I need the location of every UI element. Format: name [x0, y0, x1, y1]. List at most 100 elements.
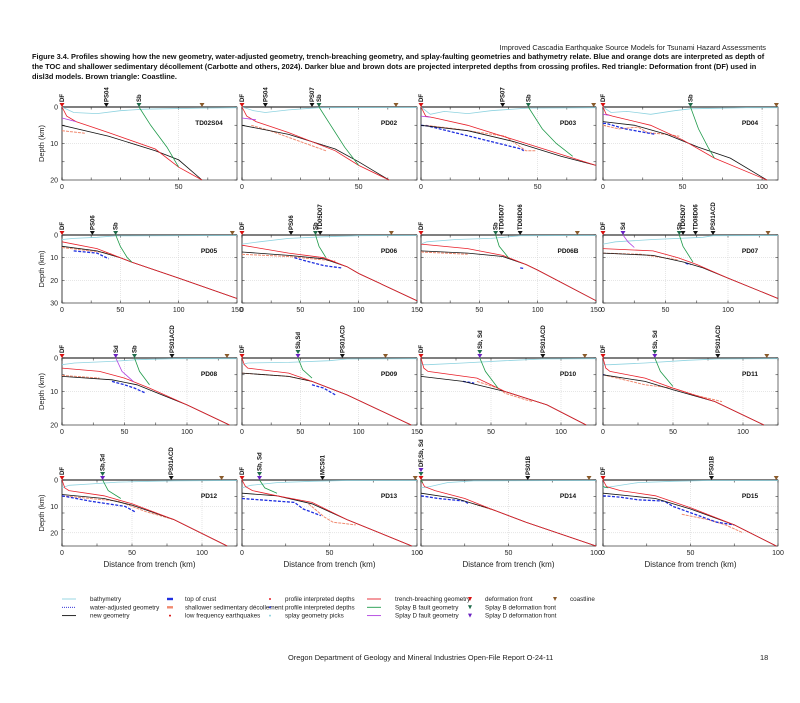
legend-label: shallower sedimentary décollement	[185, 604, 284, 611]
x-tick-label: 50	[175, 184, 183, 191]
legend-item: coastline	[553, 596, 595, 603]
bathymetry-line	[602, 106, 778, 115]
marker-label: DF	[601, 345, 607, 353]
y-tick-label: 0	[54, 105, 58, 112]
coastline-marker	[219, 476, 225, 480]
profile-panel-pd10: 0 50 100 PD10 DF Sb, Sd PS01ACD	[418, 325, 597, 436]
deformation-front-marker	[239, 354, 245, 358]
splay-b-front-marker	[257, 472, 262, 476]
new-geometry-line	[602, 492, 777, 547]
top-of-crust-picks	[61, 495, 136, 513]
x-tick-label: 150	[411, 429, 423, 436]
decollement-picks	[602, 252, 679, 261]
splay-bd-front-marker	[477, 354, 483, 358]
x-axis-label: Distance from trench (km)	[283, 560, 375, 569]
decollement-picks	[425, 124, 536, 152]
coastline-marker	[586, 476, 592, 480]
panel-title: PD07	[742, 248, 759, 255]
splay-b-line	[495, 234, 509, 258]
x-tick-label: 50	[534, 184, 542, 191]
legend-triangle-swatch	[468, 613, 472, 618]
coastline-marker	[383, 354, 388, 358]
legend-label: Splay D deformation front	[485, 613, 557, 620]
splay-b-line	[102, 479, 122, 499]
marker-label: DF	[601, 467, 607, 475]
marker-label: PS01ACD	[711, 202, 717, 230]
x-tick-label: 50	[487, 429, 495, 436]
coastline-marker	[574, 231, 580, 235]
marker-label: DF	[240, 467, 246, 475]
marker-label: DF	[601, 94, 607, 102]
new-geometry-line	[61, 494, 228, 547]
legend-item: trench-breaching geometry	[367, 596, 471, 603]
splay-b-front-marker	[418, 472, 424, 476]
y-tick-label: 30	[50, 301, 58, 308]
top-of-crust-picks	[520, 267, 524, 270]
x-tick-label: 50	[669, 429, 677, 436]
x-tick-label: 0	[60, 184, 64, 191]
top-of-crust-picks	[685, 262, 691, 266]
x-tick-label: 0	[601, 550, 605, 557]
new-geometry-line	[420, 124, 597, 166]
top-of-crust-picks	[73, 250, 109, 260]
decollement-picks	[681, 513, 744, 534]
new-geometry-line	[602, 374, 765, 426]
splay-d-line	[420, 115, 431, 118]
x-tick-label: 50	[505, 550, 513, 557]
marker-label: PS07	[501, 87, 507, 102]
coastline-marker	[582, 354, 588, 358]
decollement-picks	[61, 130, 86, 134]
profile-marker	[339, 354, 345, 358]
profile-panel-pd13: 0 50 100 Distance from trench (km) PD13 DF Sb,…	[239, 452, 423, 569]
legend-label: deformation front	[485, 596, 533, 603]
legend-item: Splay D fault geometry	[367, 613, 460, 620]
marker-label: Sb	[133, 345, 139, 353]
legend-dot-swatch	[269, 606, 271, 609]
y-tick-label: 20	[50, 423, 58, 430]
splay-b-line	[318, 106, 360, 166]
x-tick-label: 100	[756, 184, 768, 191]
legend-item: splay geometry picks	[269, 613, 344, 620]
bathymetry-line	[420, 235, 597, 245]
profile-panel-pd11: 0 50 100 PD11 DF Sb, Sd PS01ACD	[600, 325, 779, 436]
decollement-picks	[602, 124, 680, 137]
x-tick-label: 0	[601, 184, 605, 191]
marker-label: Sb, Sd	[258, 452, 264, 471]
profile-marker	[709, 476, 714, 480]
deformation-front-marker	[59, 103, 65, 107]
splay-b-front-marker	[652, 350, 658, 354]
legend-label: water-adjusted geometry	[89, 604, 160, 611]
profile-marker	[525, 476, 531, 480]
x-tick-label: 50	[326, 550, 334, 557]
splay-b-line	[315, 234, 327, 258]
top-of-crust-picks	[420, 495, 469, 505]
splay-d-line	[115, 357, 134, 382]
panel-title: PD06B	[558, 248, 579, 255]
splay-bd-front-marker	[100, 476, 106, 480]
profile-marker	[693, 231, 698, 235]
y-tick-label: 10	[50, 255, 58, 262]
deformation-front-marker	[59, 231, 65, 235]
splay-d-line	[241, 117, 257, 121]
marker-label: Sb	[137, 94, 143, 102]
splay-d-front-marker	[620, 231, 626, 235]
y-tick-label: 20	[50, 178, 58, 185]
splay-b-front-marker	[313, 231, 318, 235]
top-of-crust-picks	[602, 495, 735, 526]
marker-label: DF	[240, 345, 246, 353]
bathymetry-line	[602, 480, 778, 489]
profile-panel-pd12: 0 50 100 0 10 20 Depth (km) Distance from trenc…	[37, 447, 238, 569]
deformation-front-marker	[239, 103, 245, 107]
bathymetry-line	[61, 358, 237, 366]
profile-marker	[89, 231, 95, 235]
decollement-picks	[241, 253, 336, 262]
top-of-crust-picks	[241, 497, 322, 517]
x-axis-label: Distance from trench (km)	[462, 560, 554, 569]
deformation-front-marker	[600, 354, 606, 358]
profile-panel-td02s04: 0 50 0 10 20 Depth (km) TD02S04 DF PS04 Sb	[37, 87, 238, 191]
legend-label: profile interpreted depths	[285, 604, 355, 611]
marker-label: Sb	[677, 222, 683, 230]
running-header: Improved Cascadia Earthquake Source Mode…	[499, 43, 766, 52]
splay-b-front-marker	[525, 103, 531, 107]
